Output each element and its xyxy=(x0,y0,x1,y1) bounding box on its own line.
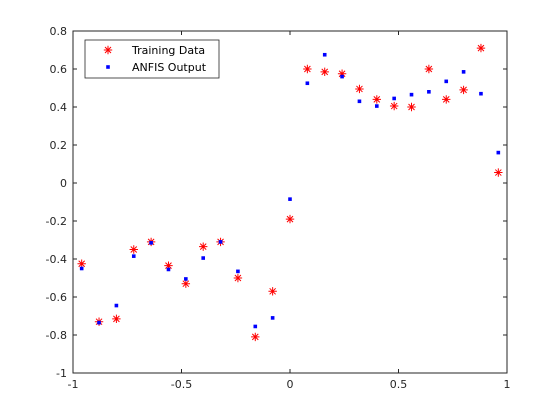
anfis-output-point xyxy=(253,324,258,329)
legend: Training Data ANFIS Output xyxy=(84,39,220,79)
axis-ticks: -1 -0.5 0 0.5 1 -1 -0.8 -0.6 -0.4 -0.2 0 0.2 0.4 0.6 0… xyxy=(46,25,511,391)
anfis-output-point xyxy=(392,96,396,101)
anfis-output-point xyxy=(131,254,136,258)
training-data-point xyxy=(268,287,277,296)
legend-marker-anfis-output xyxy=(106,65,110,69)
anfis-output-point xyxy=(218,240,223,244)
training-data-point xyxy=(459,85,468,95)
training-data-point xyxy=(476,43,486,53)
anfis-output-point xyxy=(357,99,362,104)
anfis-output-point xyxy=(166,267,171,272)
legend-label-training-data: Training Data xyxy=(131,44,205,57)
anfis-output-point xyxy=(496,150,501,155)
anfis-output-point xyxy=(427,90,431,94)
training-data-point xyxy=(285,214,295,224)
anfis-output-point xyxy=(375,104,379,108)
training-data-point xyxy=(164,261,173,270)
training-data-point xyxy=(233,273,243,283)
y-tick-label: 0.8 xyxy=(50,25,68,38)
y-tick-label: -0.8 xyxy=(46,329,67,342)
y-tick-label: -1 xyxy=(56,367,67,380)
anfis-output-point xyxy=(236,269,240,274)
training-data-point xyxy=(181,279,191,288)
training-data-point xyxy=(442,95,451,104)
y-tick-label: -0.2 xyxy=(46,215,67,228)
x-tick-label: 1 xyxy=(504,378,511,391)
legend-label-anfis-output: ANFIS Output xyxy=(132,61,207,74)
legend-box xyxy=(84,39,220,79)
series-1 xyxy=(79,52,501,329)
anfis-output-point xyxy=(184,277,188,281)
anfis-output-point xyxy=(114,303,119,308)
anfis-output-point xyxy=(201,256,205,260)
y-tick-label: 0.4 xyxy=(50,101,68,114)
training-data-point xyxy=(407,102,416,112)
x-tick-label: 0.5 xyxy=(390,378,408,391)
anfis-output-point xyxy=(305,81,310,86)
anfis-output-point xyxy=(409,92,414,97)
anfis-output-point xyxy=(444,79,449,84)
anfis-output-point xyxy=(479,91,483,96)
training-data-point xyxy=(303,64,312,74)
training-data-point xyxy=(199,242,208,251)
x-tick-label: 0 xyxy=(287,378,294,391)
plot-area xyxy=(73,31,507,373)
training-data-point xyxy=(355,84,364,94)
training-data-point xyxy=(337,69,347,78)
y-tick-label: -0.6 xyxy=(46,291,67,304)
training-data-point xyxy=(112,314,121,324)
x-tick-label: -0.5 xyxy=(171,378,192,391)
training-data-point xyxy=(424,64,434,74)
anfis-output-point xyxy=(461,70,466,74)
anfis-output-point xyxy=(97,320,101,325)
legend-marker-training-data xyxy=(103,45,113,55)
training-data-point xyxy=(372,95,381,104)
anfis-output-point xyxy=(340,74,344,79)
y-tick-label: 0.2 xyxy=(50,139,68,152)
anfis-output-point xyxy=(79,266,84,271)
training-data-point xyxy=(251,332,260,342)
data-points xyxy=(77,43,503,342)
training-data-point xyxy=(389,101,399,111)
training-data-point xyxy=(77,259,86,268)
y-tick-label: 0.6 xyxy=(50,63,68,76)
legend-point-marker xyxy=(106,65,110,69)
x-tick-label: -1 xyxy=(68,378,79,391)
anfis-output-point xyxy=(270,316,275,320)
anfis-output-point xyxy=(322,52,327,57)
training-data-point xyxy=(129,245,138,254)
training-data-point xyxy=(320,67,329,77)
legend-asterisk-marker xyxy=(103,45,113,55)
anfis-output-point xyxy=(288,197,292,201)
anfis-output-point xyxy=(149,241,153,245)
y-tick-label: -0.4 xyxy=(46,253,67,266)
training-data-point xyxy=(494,168,503,177)
y-tick-label: 0 xyxy=(60,177,67,190)
